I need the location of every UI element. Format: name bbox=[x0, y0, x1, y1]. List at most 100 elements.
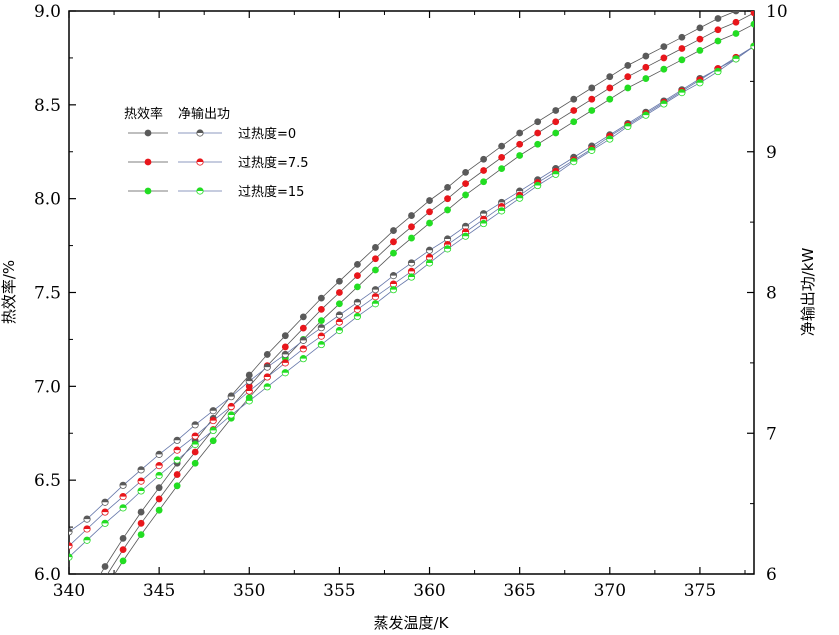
x-tick-label: 345 bbox=[143, 581, 175, 601]
data-point bbox=[210, 407, 217, 411]
data-point bbox=[480, 167, 488, 174]
data-point bbox=[210, 427, 217, 431]
data-point bbox=[390, 286, 397, 290]
data-point bbox=[426, 259, 433, 263]
data-point bbox=[624, 84, 632, 92]
data-point bbox=[155, 506, 163, 514]
data-point bbox=[137, 531, 145, 538]
series-line bbox=[114, 23, 754, 574]
data-point bbox=[480, 178, 488, 186]
data-point bbox=[498, 142, 506, 150]
data-point bbox=[732, 55, 740, 59]
data-point bbox=[101, 508, 109, 513]
y-right-tick-label: 6 bbox=[766, 565, 777, 585]
legend-label: 过热度=7.5 bbox=[238, 155, 309, 171]
data-point bbox=[354, 260, 361, 268]
y-left-tick-label: 8.5 bbox=[34, 96, 61, 116]
data-point bbox=[552, 171, 559, 175]
series-line bbox=[100, 11, 737, 574]
data-point bbox=[426, 247, 433, 251]
data-point bbox=[317, 294, 325, 302]
data-point bbox=[426, 219, 433, 227]
data-point bbox=[408, 223, 415, 231]
x-tick-label: 365 bbox=[503, 581, 535, 601]
data-point bbox=[408, 212, 415, 219]
data-point bbox=[570, 107, 578, 114]
data-point bbox=[191, 421, 199, 425]
data-point bbox=[408, 259, 415, 263]
data-point bbox=[660, 54, 668, 62]
data-point bbox=[137, 477, 145, 482]
data-point bbox=[119, 546, 127, 554]
data-point bbox=[390, 280, 397, 285]
data-point bbox=[552, 168, 559, 172]
data-point bbox=[318, 332, 325, 337]
data-point bbox=[444, 184, 451, 191]
y-left-tick-label: 9.0 bbox=[34, 2, 61, 22]
data-point bbox=[173, 471, 181, 478]
data-point bbox=[750, 20, 754, 28]
data-point bbox=[84, 604, 91, 611]
data-point bbox=[372, 255, 379, 263]
data-point bbox=[101, 520, 109, 524]
y-left-tick-label: 8.0 bbox=[34, 190, 61, 210]
legend-marker-power bbox=[196, 158, 204, 162]
data-point bbox=[624, 62, 632, 69]
legend-marker-power bbox=[196, 187, 204, 191]
data-point bbox=[660, 43, 668, 51]
data-point bbox=[714, 68, 722, 72]
data-point bbox=[751, 0, 758, 5]
y-right-tick-label: 8 bbox=[766, 284, 777, 304]
data-point bbox=[606, 135, 613, 140]
data-point bbox=[588, 107, 596, 114]
x-axis-title: 蒸发温度/K bbox=[374, 614, 450, 632]
data-point bbox=[570, 154, 577, 158]
data-point bbox=[102, 574, 109, 581]
legend-label: 过热度=15 bbox=[238, 184, 304, 200]
data-point bbox=[696, 76, 704, 80]
x-tick-label: 375 bbox=[684, 581, 716, 601]
data-point bbox=[209, 437, 217, 445]
data-point bbox=[191, 441, 199, 445]
plot-frame bbox=[68, 10, 755, 575]
series-line bbox=[69, 45, 754, 533]
data-point bbox=[155, 451, 163, 455]
data-point bbox=[372, 286, 379, 290]
data-point bbox=[390, 238, 397, 246]
y-right-tick-label: 9 bbox=[766, 143, 777, 163]
data-point bbox=[462, 168, 469, 176]
y-left-tick-label: 7.5 bbox=[34, 284, 61, 304]
data-point bbox=[137, 508, 145, 516]
data-point bbox=[498, 153, 506, 161]
data-point bbox=[462, 233, 469, 237]
data-point bbox=[516, 129, 524, 137]
data-point bbox=[317, 305, 325, 313]
data-point bbox=[245, 371, 253, 379]
x-tick-label: 350 bbox=[233, 581, 265, 601]
legend-marker-power bbox=[196, 129, 204, 133]
data-point bbox=[83, 515, 91, 520]
data-point bbox=[462, 191, 469, 199]
data-point bbox=[498, 165, 506, 173]
data-point bbox=[552, 129, 560, 137]
data-point bbox=[191, 432, 199, 437]
data-point bbox=[390, 227, 397, 234]
data-point bbox=[408, 268, 415, 272]
data-point bbox=[354, 306, 361, 310]
data-point bbox=[516, 187, 523, 192]
data-point bbox=[246, 387, 253, 392]
data-point bbox=[228, 411, 235, 415]
data-point bbox=[372, 266, 379, 274]
data-point bbox=[606, 95, 614, 103]
data-point bbox=[173, 456, 181, 460]
data-point bbox=[264, 363, 271, 368]
data-point bbox=[696, 35, 704, 43]
data-point bbox=[263, 351, 271, 358]
data-point bbox=[696, 24, 704, 32]
data-point bbox=[119, 557, 127, 565]
data-point bbox=[750, 11, 754, 17]
data-point bbox=[588, 147, 595, 151]
data-point bbox=[516, 192, 523, 196]
